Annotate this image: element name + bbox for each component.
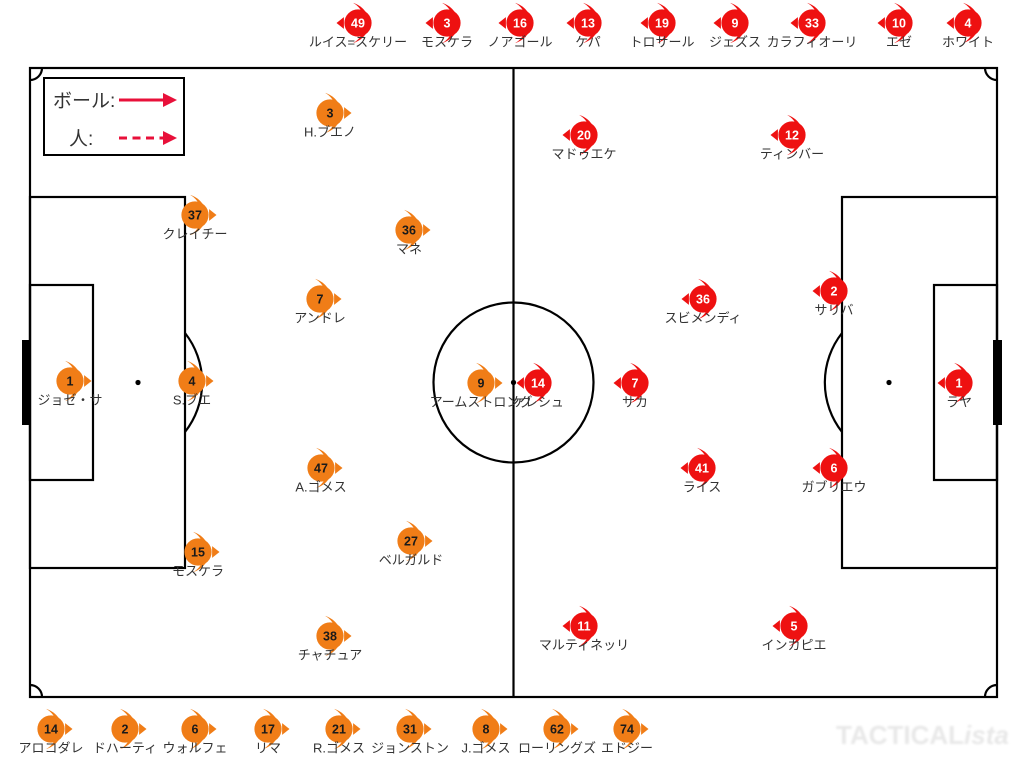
svg-text:マドゥエケ: マドゥエケ: [551, 147, 616, 162]
svg-text:8: 8: [483, 723, 490, 737]
svg-text:9: 9: [732, 17, 739, 31]
svg-text:17: 17: [261, 723, 275, 737]
svg-text:49: 49: [351, 17, 365, 31]
svg-text:14: 14: [44, 723, 58, 737]
svg-text:TACTICALista: TACTICALista: [836, 720, 1009, 750]
svg-text:ライス: ライス: [683, 480, 722, 495]
svg-text:J.ゴメス: J.ゴメス: [461, 741, 510, 756]
svg-text:4: 4: [965, 17, 972, 31]
svg-text:ベルガルド: ベルガルド: [379, 553, 444, 568]
svg-text:21: 21: [332, 723, 346, 737]
svg-text:A.ゴメス: A.ゴメス: [295, 480, 346, 495]
svg-text:エドジー: エドジー: [601, 741, 653, 756]
svg-text:37: 37: [188, 209, 202, 223]
svg-text:人:: 人:: [69, 128, 93, 150]
svg-text:15: 15: [191, 546, 205, 560]
svg-text:サカ: サカ: [622, 395, 648, 410]
svg-text:5: 5: [791, 620, 798, 634]
svg-text:サリバ: サリバ: [814, 303, 853, 318]
svg-text:カラフィオーリ: カラフィオーリ: [767, 35, 858, 50]
svg-text:スビメンディ: スビメンディ: [664, 311, 741, 326]
svg-text:チャチュア: チャチュア: [298, 648, 363, 663]
svg-text:3: 3: [327, 107, 334, 121]
svg-text:7: 7: [317, 293, 324, 307]
svg-text:ノアゴール: ノアゴール: [487, 35, 552, 50]
svg-text:ケパ: ケパ: [575, 35, 600, 50]
svg-text:10: 10: [892, 17, 906, 31]
svg-text:62: 62: [550, 723, 564, 737]
svg-text:13: 13: [581, 17, 595, 31]
svg-text:ドハーティ: ドハーティ: [93, 741, 157, 756]
svg-text:31: 31: [403, 723, 417, 737]
svg-text:33: 33: [805, 17, 819, 31]
svg-text:6: 6: [831, 462, 838, 476]
svg-text:モスケラ: モスケラ: [172, 564, 224, 579]
svg-text:トロサール: トロサール: [629, 35, 694, 50]
svg-text:ルイス=スケリー: ルイス=スケリー: [309, 35, 407, 50]
svg-text:74: 74: [620, 723, 634, 737]
svg-text:14: 14: [531, 377, 545, 391]
svg-text:リマ: リマ: [255, 741, 281, 756]
svg-text:11: 11: [577, 620, 590, 634]
svg-text:36: 36: [402, 224, 416, 238]
svg-text:ティンバー: ティンバー: [760, 147, 824, 162]
svg-text:アロコダレ: アロコダレ: [18, 741, 83, 756]
svg-text:ジェズス: ジェズス: [709, 35, 761, 50]
svg-text:R.ゴメス: R.ゴメス: [313, 741, 365, 756]
svg-text:41: 41: [695, 462, 709, 476]
svg-text:47: 47: [314, 462, 328, 476]
svg-text:ラヤ: ラヤ: [946, 395, 972, 410]
svg-text:7: 7: [632, 377, 639, 391]
svg-text:S.ブエ: S.ブエ: [173, 393, 211, 408]
svg-text:ケレシュ: ケレシュ: [512, 395, 564, 410]
svg-text:2: 2: [122, 723, 129, 737]
svg-text:ホワイト: ホワイト: [942, 35, 994, 50]
svg-text:ジョンストン: ジョンストン: [371, 741, 449, 756]
svg-text:3: 3: [444, 17, 451, 31]
svg-text:2: 2: [831, 285, 838, 299]
svg-text:H.ブエノ: H.ブエノ: [304, 125, 356, 140]
svg-text:ボール:: ボール:: [53, 90, 115, 112]
svg-text:マネ: マネ: [396, 242, 422, 257]
svg-text:20: 20: [577, 129, 591, 143]
svg-text:マルティネッリ: マルティネッリ: [539, 638, 629, 653]
svg-text:ガブリエウ: ガブリエウ: [801, 480, 866, 495]
svg-text:1: 1: [67, 375, 74, 389]
svg-text:19: 19: [655, 17, 669, 31]
svg-text:ローリングズ: ローリングズ: [518, 741, 596, 756]
svg-text:36: 36: [696, 293, 710, 307]
svg-text:エゼ: エゼ: [886, 35, 912, 50]
svg-text:16: 16: [513, 17, 527, 31]
svg-text:38: 38: [323, 630, 337, 644]
svg-text:4: 4: [189, 375, 196, 389]
svg-text:12: 12: [785, 129, 799, 143]
svg-text:クレイチー: クレイチー: [162, 227, 227, 242]
svg-text:1: 1: [956, 377, 963, 391]
svg-text:モスケラ: モスケラ: [421, 35, 473, 50]
svg-text:27: 27: [404, 535, 418, 549]
svg-text:ウォルフェ: ウォルフェ: [162, 741, 227, 756]
svg-text:9: 9: [478, 377, 485, 391]
svg-text:ジョゼ・サ: ジョゼ・サ: [37, 393, 102, 408]
svg-text:インカピエ: インカピエ: [761, 638, 826, 653]
svg-text:アンドレ: アンドレ: [294, 311, 345, 326]
svg-text:6: 6: [192, 723, 199, 737]
